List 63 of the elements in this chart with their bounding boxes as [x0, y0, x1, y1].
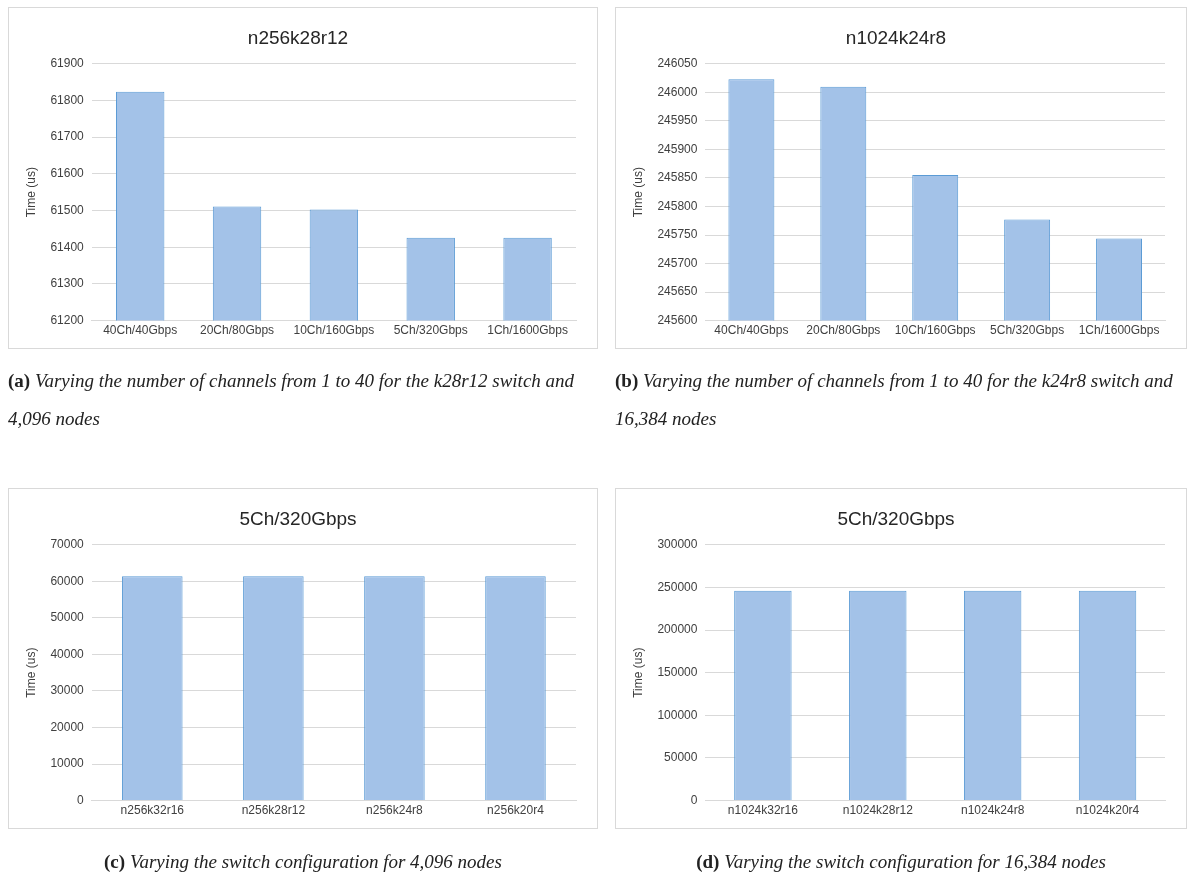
y-tick-label: 245800: [657, 198, 698, 213]
y-tick-label: 245700: [657, 255, 698, 270]
y-tick-label: 246000: [657, 84, 698, 99]
x-tick-label: n1024k28r12: [842, 803, 914, 818]
x-tick-label: 5Ch/320Gbps: [990, 323, 1065, 338]
chart-title: 5Ch/320Gbps: [837, 507, 955, 529]
y-tick-label: 245750: [657, 227, 698, 242]
y-axis-title: Time (us): [23, 167, 38, 218]
x-tick-label: 5Ch/320Gbps: [393, 323, 468, 338]
y-tick-label: 246050: [657, 56, 698, 71]
x-tick-label: n256k28r12: [241, 803, 306, 818]
x-tick-label: n1024k32r16: [727, 803, 799, 818]
y-tick-label: 61600: [50, 166, 85, 181]
y-tick-label: 61400: [50, 239, 85, 254]
y-tick-label: 100000: [657, 707, 698, 722]
y-tick-label: 60000: [50, 573, 85, 588]
y-tick-label: 61200: [50, 312, 85, 327]
x-tick-label: n256k32r16: [120, 803, 185, 818]
x-tick-label: n1024k20r4: [1075, 803, 1140, 818]
y-tick-label: 40000: [50, 646, 85, 661]
y-tick-label: 245600: [657, 312, 698, 327]
y-tick-label: 20000: [50, 719, 85, 734]
x-tick-label: 40Ch/40Gbps: [103, 323, 178, 338]
y-tick-label: 61700: [50, 129, 85, 144]
y-tick-label: 0: [690, 792, 698, 807]
chart-title: n256k28r12: [247, 26, 349, 48]
y-tick-label: 300000: [657, 537, 698, 552]
y-tick-label: 61300: [50, 276, 85, 291]
y-tick-label: 61500: [50, 202, 85, 217]
y-tick-label: 0: [77, 792, 85, 807]
y-tick-label: 50000: [50, 610, 85, 625]
y-tick-label: 10000: [50, 756, 85, 771]
y-tick-label: 200000: [657, 622, 698, 637]
chart-title: n1024k24r8: [845, 26, 947, 48]
y-tick-label: 30000: [50, 683, 85, 698]
text: (a) Varying the number of channels from 1 to 40 for the k28r12 switch and 4,096 nodes: [8, 370, 575, 429]
y-tick-label: 61900: [50, 56, 85, 71]
y-tick-label: 50000: [664, 750, 698, 765]
x-tick-label: 20Ch/80Gbps: [806, 323, 881, 338]
y-tick-label: 150000: [657, 665, 698, 680]
y-axis-title: Time (us): [630, 647, 645, 698]
x-tick-label: 10Ch/160Gbps: [894, 323, 976, 338]
y-tick-label: 245850: [657, 170, 698, 185]
y-axis-title: Time (us): [23, 647, 38, 698]
y-tick-label: 61800: [50, 92, 85, 107]
y-tick-label: 245900: [657, 141, 698, 156]
x-tick-label: n256k20r4: [487, 803, 545, 818]
x-tick-label: n256k24r8: [366, 803, 424, 818]
y-tick-label: 70000: [50, 537, 85, 552]
text: (d) Varying the switch configuration for 16,384 nodes: [696, 851, 1106, 872]
x-tick-label: 40Ch/40Gbps: [714, 323, 789, 338]
x-tick-label: 20Ch/80Gbps: [200, 323, 275, 338]
x-tick-label: 1Ch/1600Gbps: [1078, 323, 1160, 338]
y-tick-label: 250000: [657, 579, 698, 594]
chart-title: 5Ch/320Gbps: [239, 507, 357, 529]
y-axis-title: Time (us): [630, 167, 645, 218]
x-tick-label: 1Ch/1600Gbps: [487, 323, 568, 338]
text: (c) Varying the switch configuration for 4,096 nodes: [104, 851, 502, 872]
y-tick-label: 245650: [657, 284, 698, 299]
text: (b) Varying the number of channels from 1 to 40 for the k24r8 switch and 16,384 nodes: [615, 370, 1173, 429]
x-tick-label: n1024k24r8: [960, 803, 1025, 818]
y-tick-label: 245950: [657, 113, 698, 128]
x-tick-label: 10Ch/160Gbps: [293, 323, 375, 338]
